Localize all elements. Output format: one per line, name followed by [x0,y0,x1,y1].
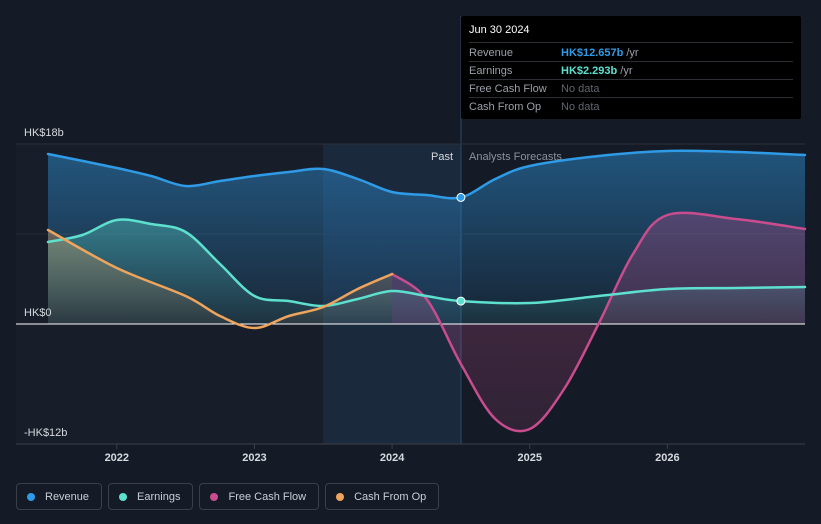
cash-from-op-dot-icon [336,492,345,501]
tooltip-value: No data [561,82,600,95]
tooltip-row-free-cash-flow: Free Cash Flow No data [469,80,793,98]
revenue-line [46,149,807,200]
revenue-highlight-point [456,192,466,202]
tooltip-label: Earnings [469,64,513,77]
free-cash-flow-dot-icon [210,492,219,501]
earnings-highlight-point [456,296,466,306]
earnings-line [46,218,807,308]
chart-legend: Revenue Earnings Free Cash Flow Cash Fro… [16,483,440,510]
tooltip-unit: /yr [620,64,633,77]
legend-item-cash-from-op[interactable]: Cash From Op [325,483,440,510]
y-tick-label: -HK$12b [24,427,67,439]
legend-label: Free Cash Flow [228,490,307,503]
axis-labels: HK$18b HK$0 -HK$12b 2022 2023 2024 2025 2026 [24,127,680,464]
legend-label: Earnings [137,490,181,503]
x-tick-label: 2023 [242,452,266,464]
x-tick-label: 2025 [517,452,541,464]
tooltip-date: Jun 30 2024 [469,24,793,43]
cash-from-op-line [46,228,394,330]
legend-item-free-cash-flow[interactable]: Free Cash Flow [199,483,320,510]
tooltip-label: Cash From Op [469,100,542,113]
series-lines [46,149,807,433]
x-tick-label: 2026 [655,452,679,464]
tooltip-label: Free Cash Flow [469,82,547,95]
x-tick-label: 2024 [380,452,405,464]
free-cash-flow-line [390,211,807,433]
y-tick-label: HK$0 [24,307,52,319]
legend-label: Revenue [45,490,90,503]
tooltip-value: HK$2.293b [561,64,618,77]
tooltip-value: No data [561,100,600,113]
revenue-dot-icon [27,492,35,501]
forecast-label: Analysts Forecasts [469,151,562,163]
tooltip-unit: /yr [626,46,639,59]
legend-item-revenue[interactable]: Revenue [16,483,103,510]
highlight-points [456,192,466,306]
y-tick-label: HK$18b [24,127,64,139]
legend-item-earnings[interactable]: Earnings [108,483,194,510]
x-tick-label: 2022 [105,452,129,464]
cash-from-op-area [48,230,393,328]
tooltip-value: HK$12.657b [561,46,624,59]
tooltip-row-cash-from-op: Cash From Op No data [469,98,793,115]
free-cash-flow-area [392,212,805,432]
tooltip-row-revenue: Revenue HK$12.657b /yr [469,44,793,62]
tooltip-row-earnings: Earnings HK$2.293b /yr [469,62,793,80]
earnings-dot-icon [119,492,128,501]
tooltip-label: Revenue [469,46,514,59]
past-label: Past [431,151,453,163]
earnings-area [48,219,805,324]
data-tooltip: Jun 30 2024 Revenue HK$12.657b /yr Earni… [461,16,801,119]
legend-label: Cash From Op [354,490,427,503]
